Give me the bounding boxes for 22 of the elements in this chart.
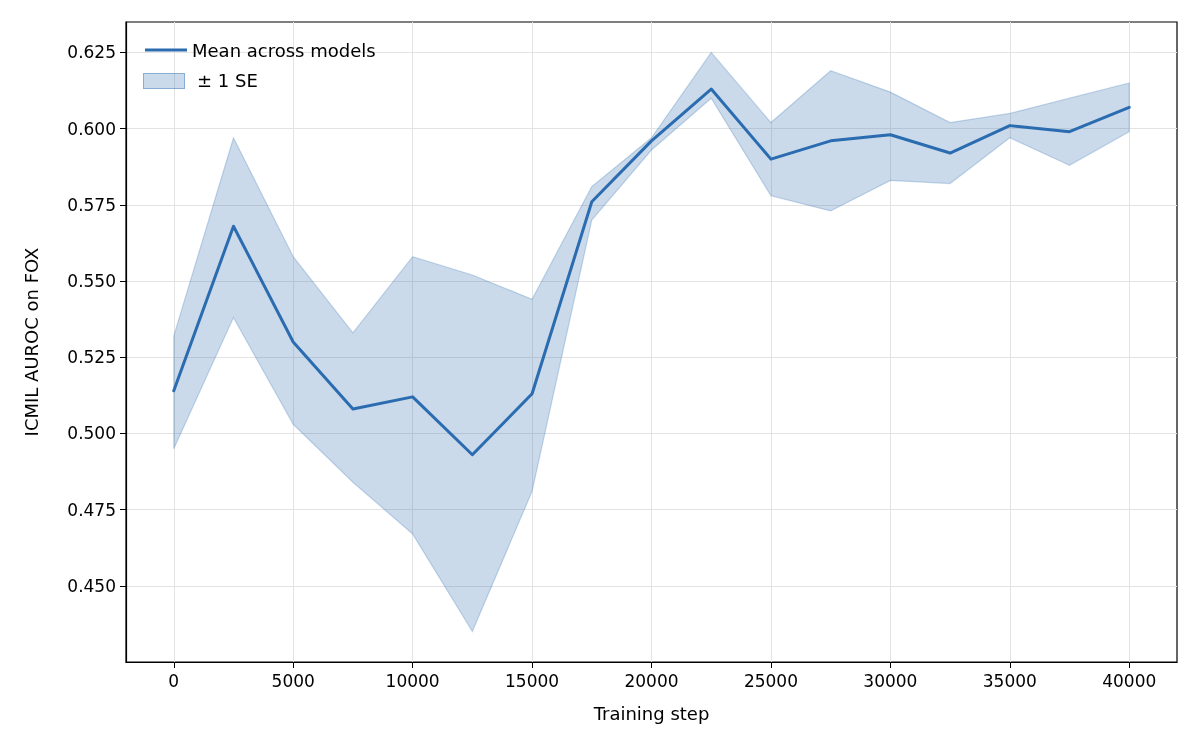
y-tick-label: 0.550 — [67, 271, 116, 292]
y-tick-label: 0.600 — [67, 118, 116, 139]
y-axis-title: ICMIL AUROC on FOX — [20, 247, 42, 437]
x-tick-label: 15000 — [505, 670, 560, 691]
legend-label: Mean across models — [192, 39, 376, 61]
x-tick-label: 5000 — [271, 670, 315, 691]
x-tick-label: 0 — [168, 670, 180, 691]
y-tick-label: 0.525 — [67, 347, 116, 368]
x-tick-label: 40000 — [1102, 670, 1157, 691]
x-tick-label: 30000 — [863, 670, 918, 691]
y-tick-label: 0.575 — [67, 194, 116, 215]
x-axis-title: Training step — [592, 702, 710, 724]
line-series — [172, 87, 1131, 457]
annotation: ± 1 SE — [197, 70, 258, 91]
x-tick-label: 25000 — [743, 670, 798, 691]
y-tick-label: 0.475 — [67, 499, 116, 520]
x-tick-label: 35000 — [982, 670, 1037, 691]
y-tick-label: 0.625 — [67, 42, 116, 63]
x-tick-label: 10000 — [385, 670, 440, 691]
y-tick-label: 0.500 — [67, 423, 116, 444]
y-tick-label: 0.450 — [67, 575, 116, 596]
x-tick-label: 20000 — [624, 670, 679, 691]
